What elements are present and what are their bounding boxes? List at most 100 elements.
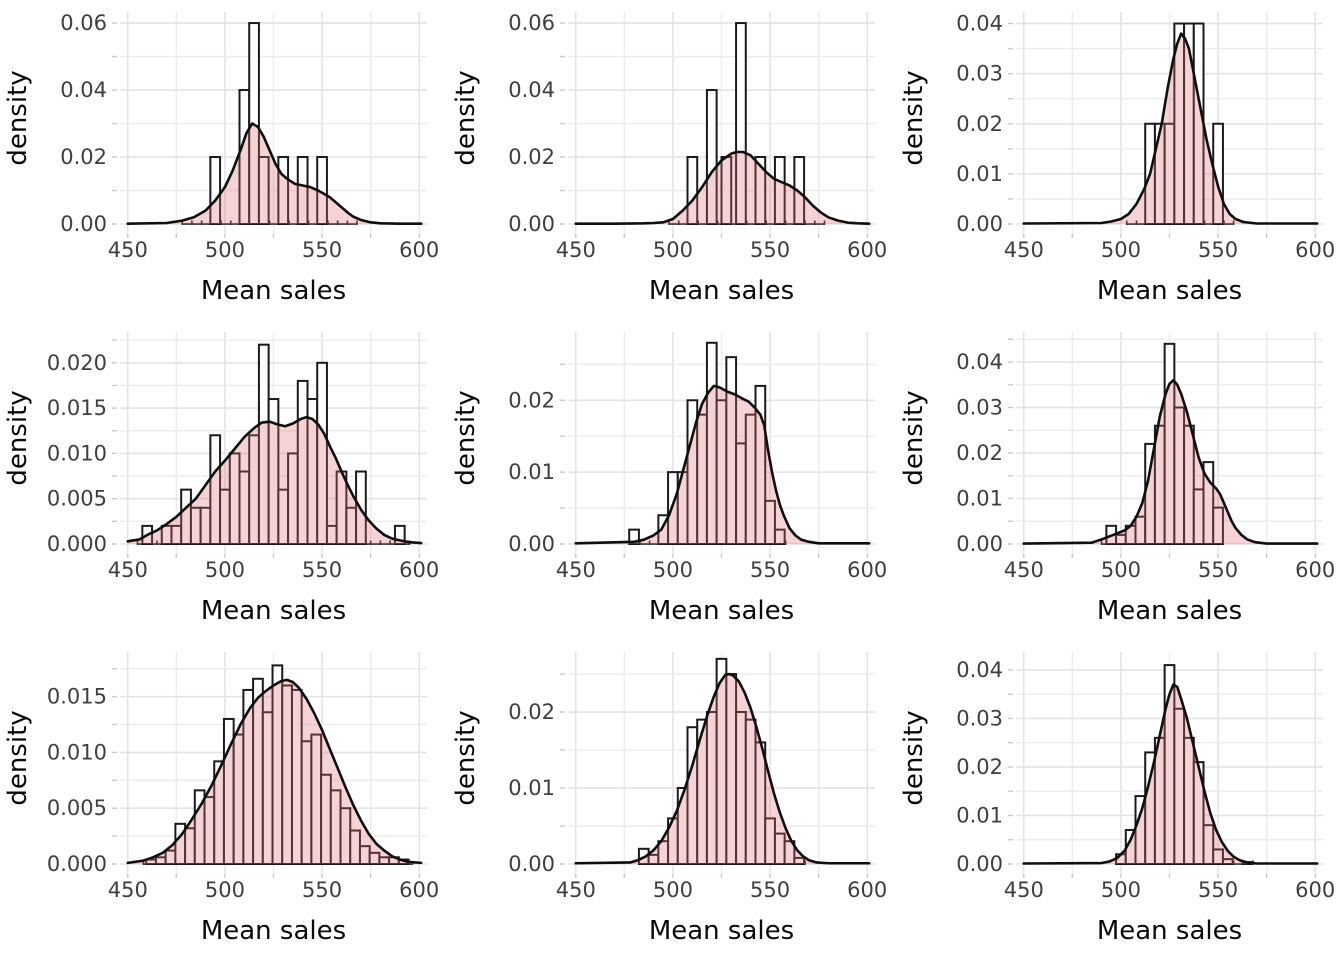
histogram-bars — [1105, 342, 1224, 546]
density-curve — [574, 672, 871, 865]
axis-tick-marks — [560, 673, 868, 878]
x-tick-label: 600 — [847, 238, 887, 262]
panel-row3-col3: 450 500 550 600 0.00 0.01 0.02 0.03 0.04 Mean sal… — [896, 640, 1344, 960]
density-area — [127, 679, 422, 864]
x-axis-title: Mean sales — [1097, 916, 1242, 946]
x-tick-label: 500 — [653, 878, 693, 902]
x-tick-label: 450 — [108, 878, 148, 902]
x-tick-label: 450 — [556, 558, 596, 582]
tick-labels: 450 500 550 600 0.000 0.005 0.010 0.015 0.020 — [47, 351, 439, 582]
x-tick-label: 550 — [750, 238, 790, 262]
x-tick-label: 600 — [399, 238, 439, 262]
y-tick-label: 0.04 — [508, 78, 555, 102]
x-tick-label: 600 — [847, 558, 887, 582]
tick-labels: 450 500 550 600 0.00 0.02 0.04 0.06 — [60, 11, 439, 262]
y-tick-label: 0.02 — [956, 112, 1003, 136]
x-tick-label: 600 — [399, 558, 439, 582]
axis-tick-marks — [560, 22, 868, 238]
histogram-density-chart: 450 500 550 600 0.000 0.005 0.010 0.015 Mean sal… — [3, 652, 439, 946]
axis-tick-marks — [1008, 669, 1316, 878]
x-tick-label: 450 — [1004, 878, 1044, 902]
y-axis-title: density — [3, 70, 33, 165]
histogram-density-chart: 450 500 550 600 0.00 0.02 0.04 0.06 Mean sales de… — [451, 11, 887, 306]
x-axis-title: Mean sales — [1097, 276, 1242, 306]
density-curve — [1022, 32, 1319, 225]
histogram-bar — [393, 524, 406, 545]
x-axis-title: Mean sales — [201, 596, 346, 626]
panel-row2-col1: 450 500 550 600 0.000 0.005 0.010 0.015 0.020 Mea… — [0, 320, 448, 640]
histogram-bar — [773, 528, 786, 546]
y-tick-label: 0.04 — [60, 78, 107, 102]
x-tick-label: 450 — [1004, 558, 1044, 582]
histogram-bar — [257, 156, 270, 225]
histogram-bar — [267, 398, 280, 545]
x-tick-label: 550 — [1198, 878, 1238, 902]
histogram-bars — [686, 22, 806, 225]
x-tick-label: 600 — [399, 878, 439, 902]
x-tick-label: 450 — [1004, 238, 1044, 262]
panel-row2-col2: 450 500 550 600 0.00 0.01 0.02 Mean sales densit… — [448, 320, 896, 640]
x-tick-label: 500 — [653, 238, 693, 262]
density-area — [575, 151, 870, 224]
y-tick-label: 0.010 — [47, 740, 107, 764]
y-axis-title: density — [899, 70, 929, 165]
y-tick-label: 0.00 — [508, 852, 555, 876]
tick-labels: 450 500 550 600 0.00 0.02 0.04 0.06 — [508, 11, 887, 262]
tick-labels: 450 500 550 600 0.00 0.01 0.02 — [508, 388, 887, 582]
y-tick-label: 0.02 — [956, 441, 1003, 465]
density-area — [1023, 684, 1318, 864]
histogram-bar — [1212, 506, 1224, 545]
x-tick-label: 550 — [302, 238, 342, 262]
y-tick-label: 0.00 — [956, 532, 1003, 556]
x-tick-label: 550 — [750, 878, 790, 902]
x-tick-label: 450 — [108, 558, 148, 582]
panel-row1-col1: 450 500 550 600 0.00 0.02 0.04 0.06 Mean sales de… — [0, 0, 448, 320]
axis-tick-marks — [112, 668, 420, 878]
y-tick-label: 0.06 — [60, 11, 107, 35]
y-tick-label: 0.01 — [508, 460, 555, 484]
density-curve — [126, 122, 423, 225]
x-axis-title: Mean sales — [649, 916, 794, 946]
histogram-bar — [277, 156, 290, 225]
y-tick-label: 0.01 — [956, 487, 1003, 511]
histogram-density-chart: 450 500 550 600 0.00 0.01 0.02 Mean sales densit… — [451, 652, 887, 946]
tick-labels: 450 500 550 600 0.00 0.01 0.02 0.03 0.04 — [956, 658, 1335, 902]
y-axis-title: density — [899, 390, 929, 485]
x-tick-label: 450 — [556, 878, 596, 902]
y-tick-label: 0.000 — [47, 532, 107, 556]
panel-row1-col3: 450 500 550 600 0.00 0.01 0.02 0.03 0.04 Mean sal… — [896, 0, 1344, 320]
y-axis-title: density — [451, 70, 481, 165]
x-axis-title: Mean sales — [1097, 596, 1242, 626]
density-curve — [1022, 683, 1319, 865]
histogram-density-chart: 450 500 550 600 0.00 0.01 0.02 0.03 0.04 Mean sal… — [899, 652, 1335, 946]
histogram-density-chart: 450 500 550 600 0.000 0.005 0.010 0.015 0.020 Mea… — [3, 332, 439, 626]
density-curve — [574, 150, 871, 225]
density-area — [575, 674, 870, 864]
x-tick-label: 600 — [847, 878, 887, 902]
y-tick-label: 0.020 — [47, 351, 107, 375]
x-tick-label: 550 — [1198, 238, 1238, 262]
x-tick-label: 500 — [205, 558, 245, 582]
histogram-bar — [1212, 848, 1224, 866]
histogram-bar — [735, 22, 747, 225]
density-curve — [1022, 378, 1319, 545]
x-tick-label: 500 — [1101, 238, 1141, 262]
y-tick-label: 0.03 — [956, 706, 1003, 730]
y-axis-title: density — [451, 710, 481, 805]
y-axis-title: density — [3, 390, 33, 485]
y-tick-label: 0.02 — [60, 145, 107, 169]
y-axis-title: density — [899, 710, 929, 805]
y-tick-label: 0.005 — [47, 487, 107, 511]
x-tick-label: 550 — [750, 558, 790, 582]
histogram-bar — [793, 856, 806, 865]
histogram-bar — [1212, 122, 1224, 225]
tick-labels: 450 500 550 600 0.000 0.005 0.010 0.015 — [47, 685, 439, 902]
density-curve — [574, 384, 871, 545]
tick-labels: 450 500 550 600 0.00 0.01 0.02 0.03 0.04 — [956, 12, 1335, 262]
axis-tick-marks — [560, 363, 868, 558]
y-tick-label: 0.03 — [956, 62, 1003, 86]
tick-labels: 450 500 550 600 0.00 0.01 0.02 0.03 0.04 — [956, 350, 1335, 582]
histogram-bar — [628, 528, 640, 546]
panel-row3-col1: 450 500 550 600 0.000 0.005 0.010 0.015 Mean sal… — [0, 640, 448, 960]
x-tick-label: 600 — [1295, 878, 1335, 902]
